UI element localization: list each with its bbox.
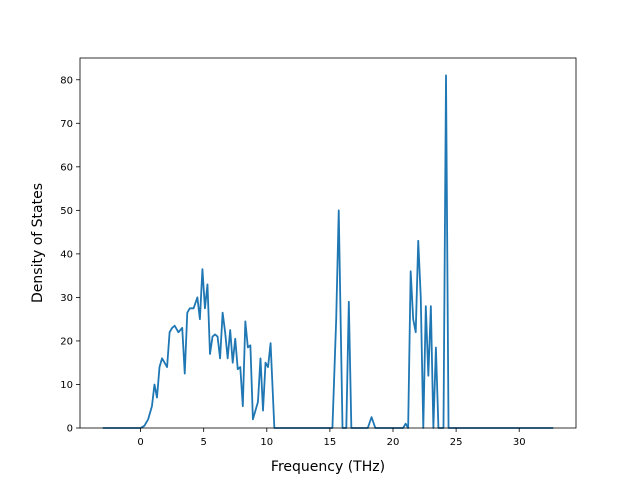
y-axis-ticks: 0 10 20 30 40 50 60 70 80: [60, 75, 80, 435]
x-axis-label: Frequency (THz): [271, 459, 385, 475]
x-tick-label: 30: [513, 437, 526, 448]
y-tick-label: 20: [60, 336, 73, 347]
y-tick-label: 70: [60, 119, 73, 130]
y-tick-label: 50: [60, 206, 73, 217]
y-tick-label: 40: [60, 249, 73, 260]
x-tick-label: 0: [137, 437, 143, 448]
x-tick-label: 15: [324, 437, 337, 448]
x-tick-label: 10: [260, 437, 273, 448]
x-axis-ticks: 0 5 10 15 20 25 30: [137, 428, 526, 448]
dos-series-line: [102, 74, 554, 429]
x-tick-label: 5: [200, 437, 206, 448]
x-tick-label: 20: [387, 437, 400, 448]
plot-frame: [79, 57, 577, 429]
x-tick-label: 25: [450, 437, 463, 448]
y-tick-label: 60: [60, 162, 73, 173]
y-axis-label: Density of States: [30, 183, 46, 303]
y-tick-label: 80: [60, 75, 73, 86]
y-tick-label: 30: [60, 293, 73, 304]
y-tick-label: 0: [67, 424, 73, 435]
plot-area: [80, 58, 576, 428]
y-tick-label: 10: [60, 380, 73, 391]
series-marks: [102, 74, 554, 429]
